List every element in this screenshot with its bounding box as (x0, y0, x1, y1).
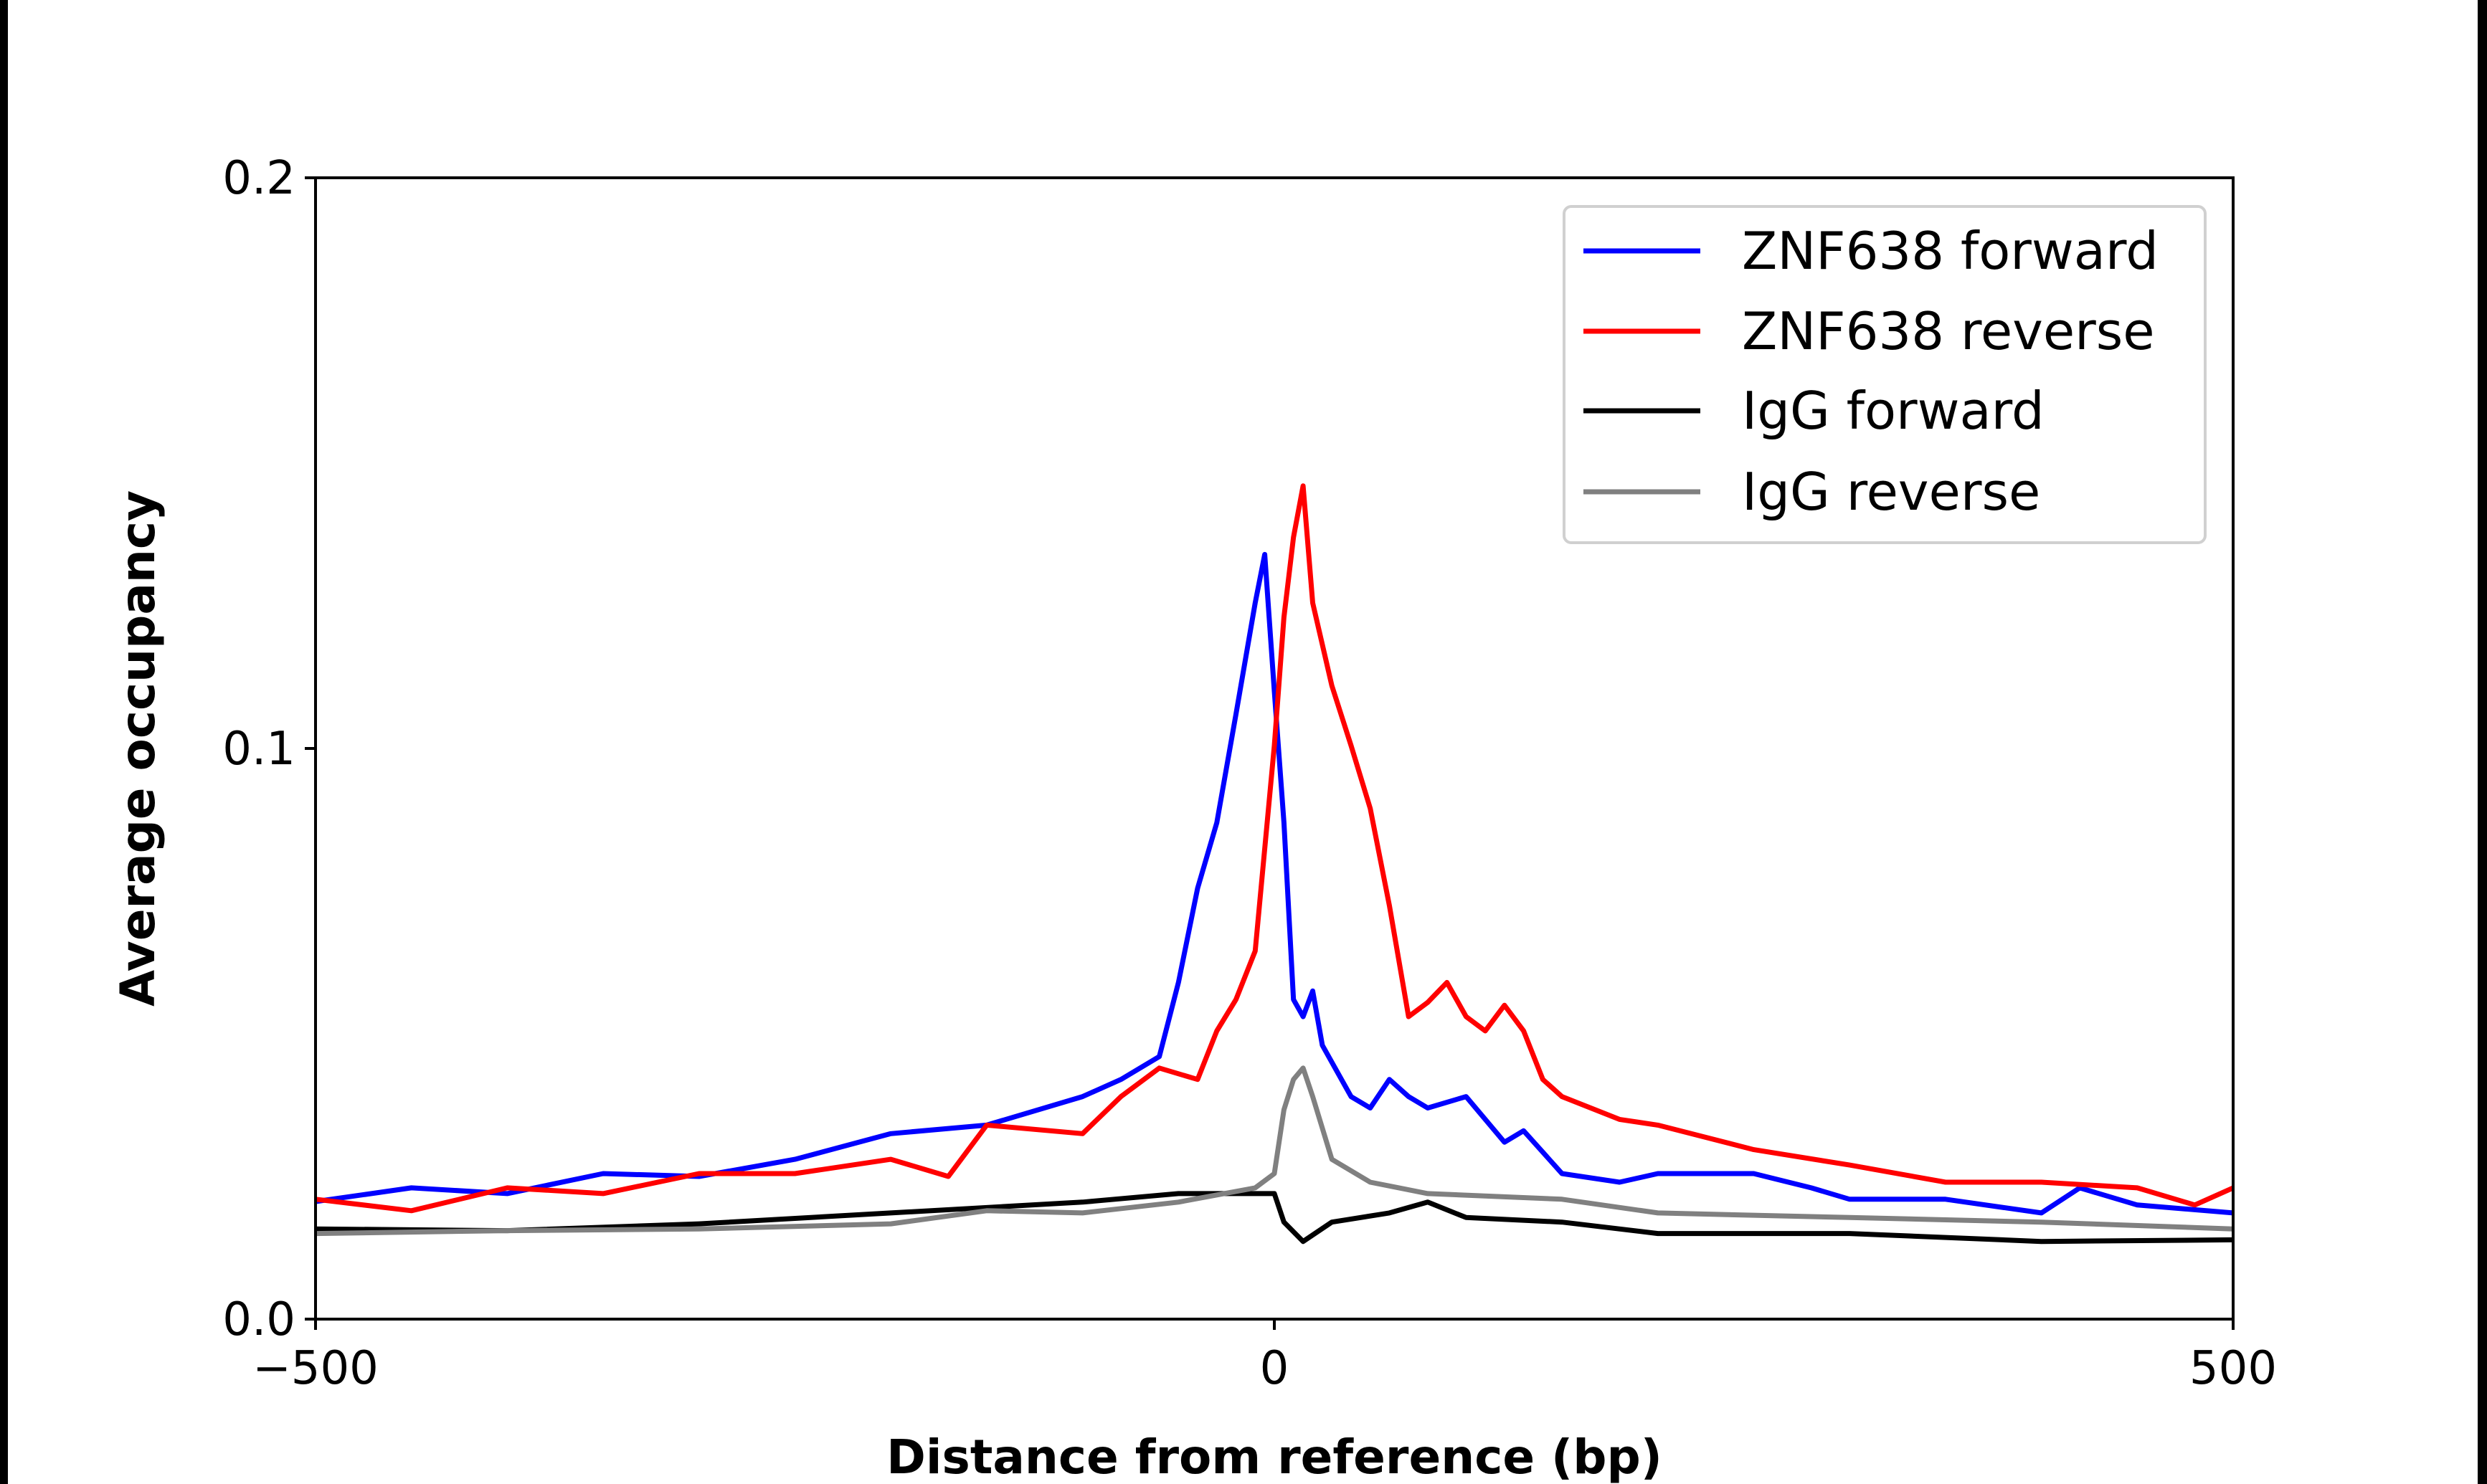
legend-label: IgG reverse (1742, 462, 2040, 522)
y-axis-label: Average occupancy (110, 490, 166, 1007)
legend-label: IgG forward (1742, 381, 2045, 441)
series-line-znf638-reverse (315, 483, 2235, 1214)
legend-label: ZNF638 forward (1742, 221, 2159, 281)
y-tick-label: 0.1 (222, 723, 295, 776)
x-tick-label: −500 (252, 1342, 379, 1395)
y-tick-label: 0.0 (222, 1293, 295, 1346)
legend: ZNF638 forward ZNF638 reverse IgG forward I… (1563, 205, 2207, 544)
series-line-igg-reverse (315, 1065, 2234, 1237)
x-tick-label: 500 (2189, 1342, 2277, 1395)
left-border-bar (0, 0, 8, 1484)
y-tick-label: 0.2 (222, 152, 295, 205)
x-tick-label: 0 (1260, 1342, 1289, 1395)
x-axis-label: Distance from reference (bp) (886, 1430, 1662, 1484)
series-line-znf638-forward (315, 551, 2234, 1216)
series-line-igg-forward (315, 1191, 2234, 1245)
series-layer (315, 483, 2235, 1245)
axis-ticks: −500 0 500 0.0 0.1 0.2 (222, 152, 2277, 1395)
right-border-bar (2478, 0, 2487, 1484)
legend-box (1563, 205, 2207, 544)
legend-label: ZNF638 reverse (1742, 301, 2155, 361)
